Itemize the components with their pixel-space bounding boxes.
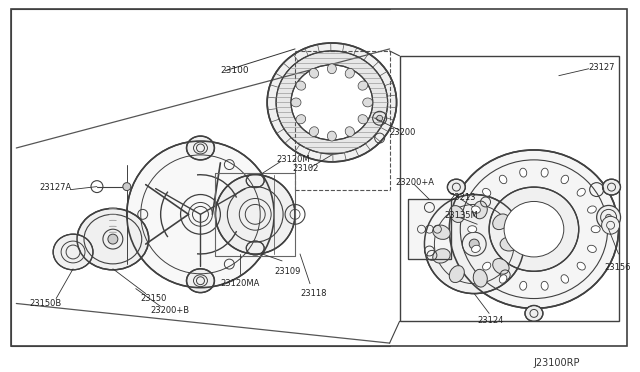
Ellipse shape	[449, 150, 618, 308]
Ellipse shape	[186, 136, 214, 160]
Ellipse shape	[520, 168, 527, 177]
Ellipse shape	[541, 281, 548, 290]
Ellipse shape	[291, 65, 372, 140]
Text: 23200+A: 23200+A	[396, 178, 435, 187]
Bar	[408, 199, 451, 259]
Text: 23109: 23109	[274, 267, 301, 276]
Ellipse shape	[77, 208, 148, 270]
Circle shape	[605, 214, 612, 220]
Text: 23200: 23200	[390, 128, 416, 137]
Ellipse shape	[345, 127, 355, 137]
Text: 23213: 23213	[449, 193, 476, 202]
Circle shape	[123, 183, 131, 190]
Ellipse shape	[186, 269, 214, 293]
Ellipse shape	[588, 206, 596, 213]
Ellipse shape	[493, 214, 509, 230]
Ellipse shape	[499, 275, 507, 283]
Ellipse shape	[489, 187, 579, 271]
Text: 23135M: 23135M	[444, 211, 478, 220]
Ellipse shape	[561, 275, 568, 283]
Ellipse shape	[520, 281, 527, 290]
Ellipse shape	[449, 206, 464, 222]
Ellipse shape	[483, 188, 491, 196]
Bar	[408, 199, 451, 259]
Text: 23127: 23127	[589, 63, 615, 72]
Ellipse shape	[309, 127, 319, 137]
Ellipse shape	[499, 175, 507, 184]
Ellipse shape	[472, 245, 481, 253]
Ellipse shape	[328, 64, 337, 74]
Ellipse shape	[500, 237, 518, 251]
Text: 23124: 23124	[477, 316, 504, 326]
Ellipse shape	[296, 115, 306, 124]
Ellipse shape	[433, 225, 450, 240]
Ellipse shape	[541, 168, 548, 177]
Ellipse shape	[358, 81, 368, 90]
Ellipse shape	[577, 262, 586, 270]
Ellipse shape	[424, 195, 524, 294]
Ellipse shape	[588, 245, 596, 253]
Ellipse shape	[358, 115, 368, 124]
Ellipse shape	[53, 234, 93, 270]
Ellipse shape	[472, 206, 481, 213]
Text: J23100RP: J23100RP	[534, 358, 580, 368]
Ellipse shape	[246, 241, 264, 255]
Ellipse shape	[433, 249, 450, 263]
Circle shape	[108, 234, 118, 244]
Ellipse shape	[291, 98, 301, 107]
Circle shape	[602, 217, 620, 234]
Ellipse shape	[577, 188, 586, 196]
Text: 23127A: 23127A	[39, 183, 72, 192]
Circle shape	[377, 115, 383, 121]
Text: 23200+B: 23200+B	[150, 307, 190, 315]
Ellipse shape	[504, 202, 564, 257]
Ellipse shape	[468, 226, 477, 232]
Text: 23150: 23150	[141, 294, 167, 302]
Text: 23118: 23118	[300, 289, 326, 298]
Ellipse shape	[449, 266, 464, 283]
Ellipse shape	[525, 305, 543, 321]
Ellipse shape	[473, 269, 487, 287]
Ellipse shape	[216, 175, 295, 254]
Text: 23102: 23102	[292, 164, 319, 173]
Ellipse shape	[561, 175, 568, 184]
Ellipse shape	[345, 68, 355, 78]
Ellipse shape	[493, 259, 509, 274]
Text: 23120M: 23120M	[276, 155, 310, 164]
Ellipse shape	[127, 141, 274, 288]
Ellipse shape	[267, 43, 397, 162]
Text: 23150B: 23150B	[29, 299, 61, 308]
Ellipse shape	[363, 98, 372, 107]
Ellipse shape	[603, 179, 621, 195]
Ellipse shape	[309, 68, 319, 78]
Circle shape	[469, 239, 479, 249]
Text: 23120MA: 23120MA	[220, 279, 260, 288]
Ellipse shape	[328, 131, 337, 141]
Ellipse shape	[447, 179, 465, 195]
Ellipse shape	[276, 51, 388, 154]
Ellipse shape	[591, 226, 600, 232]
Text: 23156: 23156	[605, 263, 631, 272]
Bar	[399, 56, 618, 321]
Circle shape	[596, 205, 621, 229]
Ellipse shape	[473, 201, 487, 219]
Ellipse shape	[483, 262, 491, 270]
Ellipse shape	[246, 174, 264, 187]
Ellipse shape	[296, 81, 306, 90]
Text: 23100: 23100	[220, 66, 249, 75]
